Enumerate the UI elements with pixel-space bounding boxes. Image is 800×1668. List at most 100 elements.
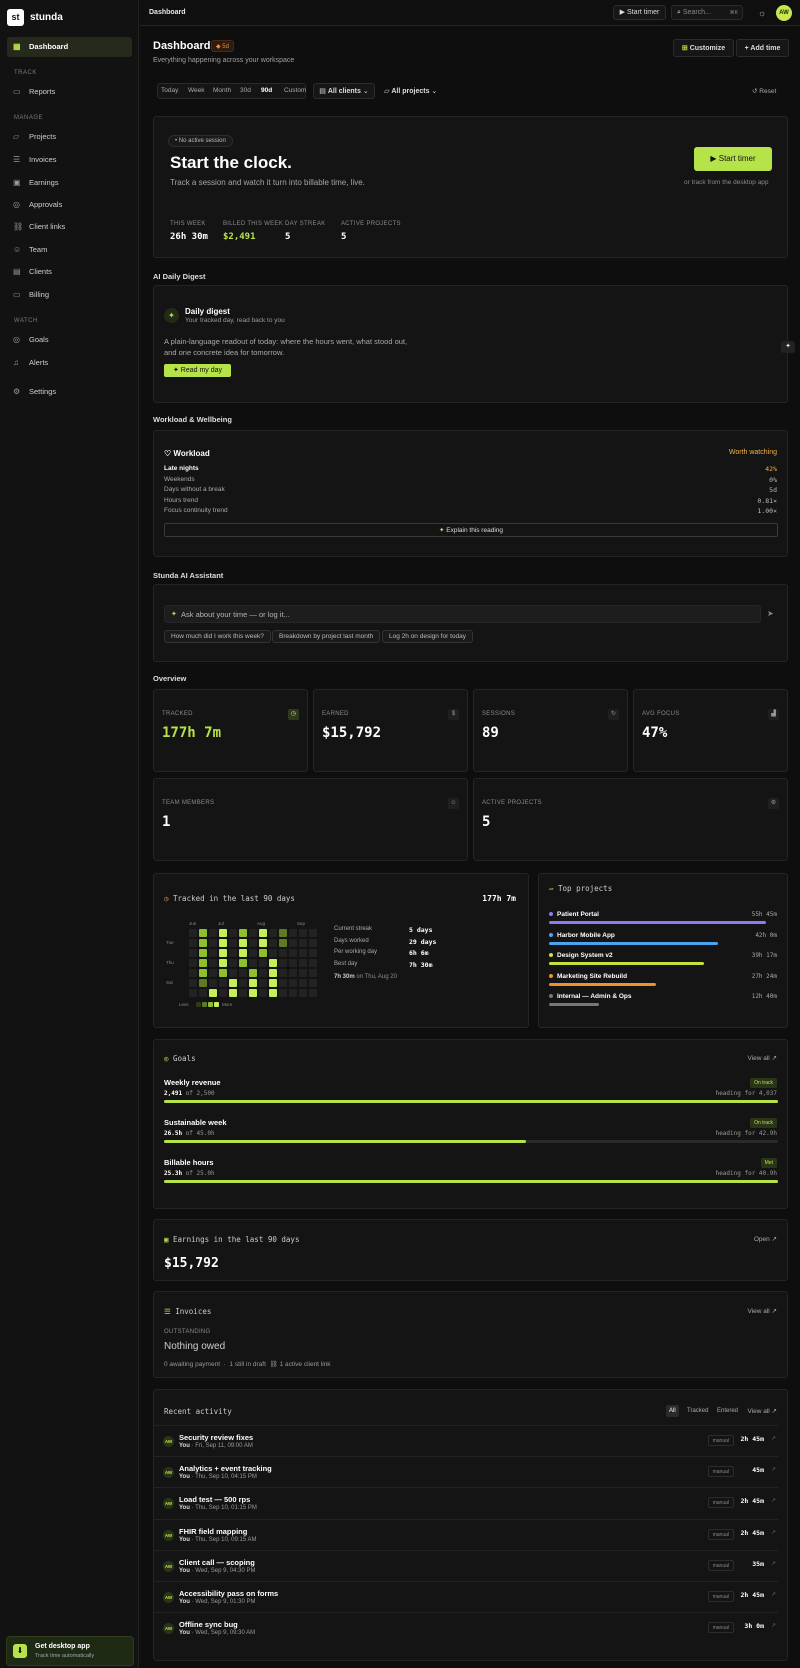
heatmap-cell[interactable] (279, 989, 287, 997)
heatmap-cell[interactable] (209, 959, 217, 967)
heatmap-cell[interactable] (229, 929, 237, 937)
sidebar-item-approvals[interactable]: ◎ Approvals (7, 195, 132, 215)
heatmap-cell[interactable] (309, 949, 317, 957)
heatmap-cell[interactable] (189, 979, 197, 987)
heatmap-cell[interactable] (209, 989, 217, 997)
arrow-icon[interactable]: ↗ (770, 1560, 776, 1567)
activity-row[interactable]: AW Analytics + event tracking You · Thu, S… (153, 1456, 778, 1487)
user-avatar[interactable]: AW (776, 5, 792, 21)
heatmap-cell[interactable] (229, 979, 237, 987)
topbar-start-timer-button[interactable]: ▶ Start timer (613, 5, 666, 20)
heatmap-cell[interactable] (239, 929, 247, 937)
heatmap-cell[interactable] (249, 989, 257, 997)
heatmap-cell[interactable] (279, 959, 287, 967)
heatmap-cell[interactable] (219, 949, 227, 957)
heatmap-cell[interactable] (269, 949, 277, 957)
heatmap-cell[interactable] (209, 979, 217, 987)
heatmap-cell[interactable] (289, 969, 297, 977)
sidebar-item-reports[interactable]: ▭ Reports (7, 82, 132, 102)
project-name[interactable]: Marketing Site Rebuild (557, 972, 628, 980)
activity-row[interactable]: AW Accessibility pass on forms You · Wed, … (153, 1581, 778, 1612)
sidebar-item-alerts[interactable]: ♫ Alerts (7, 353, 132, 373)
logo-mark[interactable]: st (7, 9, 24, 26)
heatmap-cell[interactable] (239, 959, 247, 967)
heatmap-cell[interactable] (279, 979, 287, 987)
earnings-open-link[interactable]: Open ↗ (753, 1236, 777, 1243)
heatmap-cell[interactable] (249, 979, 257, 987)
hero-start-timer-button[interactable]: ▶ Start timer (694, 147, 772, 171)
arrow-icon[interactable]: ↗ (770, 1623, 776, 1630)
heatmap-cell[interactable] (289, 979, 297, 987)
range-option-30d[interactable]: 30d (240, 87, 251, 94)
range-option-month[interactable]: Month (213, 87, 232, 94)
sidebar-item-settings[interactable]: ⚙ Settings (7, 382, 132, 402)
heatmap-cell[interactable] (199, 979, 207, 987)
heatmap-cell[interactable] (239, 949, 247, 957)
suggestion-chip[interactable]: Log 2h on design for today (382, 630, 473, 643)
activity-row[interactable]: AW Security review fixes You · Fri, Sep 11… (153, 1425, 778, 1456)
project-name[interactable]: Patient Portal (557, 911, 599, 918)
heatmap-cell[interactable] (299, 929, 307, 937)
heatmap-cell[interactable] (269, 939, 277, 947)
sidebar-item-billing[interactable]: ▭ Billing (7, 285, 132, 305)
heatmap-cell[interactable] (219, 989, 227, 997)
heatmap-cell[interactable] (199, 929, 207, 937)
range-option-custom[interactable]: Custom (284, 87, 307, 94)
heatmap-cell[interactable] (229, 989, 237, 997)
heatmap-cell[interactable] (219, 929, 227, 937)
heatmap-cell[interactable] (269, 969, 277, 977)
activity-tab-tracked[interactable]: Tracked (687, 1408, 709, 1414)
sidebar-item-team[interactable]: ☺ Team (7, 240, 132, 260)
sidebar-item-clients[interactable]: ▤ Clients (7, 262, 132, 282)
heatmap-cell[interactable] (239, 969, 247, 977)
heatmap-cell[interactable] (219, 969, 227, 977)
heatmap-cell[interactable] (239, 989, 247, 997)
heatmap-cell[interactable] (219, 959, 227, 967)
heatmap-cell[interactable] (269, 929, 277, 937)
heatmap-cell[interactable] (299, 949, 307, 957)
explain-reading-button[interactable]: ✦ Explain this reading (164, 523, 778, 537)
heatmap-cell[interactable] (259, 979, 267, 987)
heatmap-cell[interactable] (299, 989, 307, 997)
reset-filters-button[interactable]: ↺ Reset (752, 88, 777, 95)
activity-tab-entered[interactable]: Entered (717, 1408, 739, 1414)
heatmap-cell[interactable] (249, 969, 257, 977)
heatmap-cell[interactable] (199, 969, 207, 977)
activity-tab-all[interactable]: All (666, 1405, 679, 1417)
heatmap-cell[interactable] (279, 939, 287, 947)
heatmap-cell[interactable] (299, 939, 307, 947)
arrow-icon[interactable]: ↗ (770, 1467, 776, 1474)
arrow-icon[interactable]: ↗ (770, 1498, 776, 1505)
heatmap-cell[interactable] (309, 969, 317, 977)
heatmap-cell[interactable] (309, 979, 317, 987)
heatmap-cell[interactable] (269, 979, 277, 987)
heatmap-cell[interactable] (219, 939, 227, 947)
heatmap-cell[interactable] (259, 969, 267, 977)
arrow-icon[interactable]: ↗ (770, 1592, 776, 1598)
heatmap-cell[interactable] (249, 929, 257, 937)
activity-view-all-link[interactable]: View all ↗ (747, 1408, 777, 1415)
heatmap-cell[interactable] (279, 969, 287, 977)
heatmap-cell[interactable] (289, 929, 297, 937)
sidebar-item-client-links[interactable]: ⛓ Client links (7, 217, 132, 237)
heatmap-cell[interactable] (299, 959, 307, 967)
heatmap-cell[interactable] (209, 929, 217, 937)
assistant-input[interactable]: ✦ Ask about your time — or log it... (164, 605, 761, 623)
heatmap-cell[interactable] (259, 939, 267, 947)
heatmap-cell[interactable] (229, 959, 237, 967)
range-option-today[interactable]: Today (161, 87, 179, 94)
heatmap-cell[interactable] (229, 969, 237, 977)
goals-view-all-link[interactable]: View all ↗ (747, 1055, 777, 1062)
arrow-icon[interactable]: ↗ (770, 1529, 776, 1536)
activity-row[interactable]: AW Client call — scoping You · Wed, Sep 9,… (153, 1549, 778, 1581)
sidebar-item-earnings[interactable]: ▣ Earnings (7, 173, 132, 193)
range-option-week[interactable]: Week (188, 87, 205, 94)
project-name[interactable]: Internal — Admin & Ops (557, 993, 632, 1000)
heatmap-cell[interactable] (289, 989, 297, 997)
heatmap-cell[interactable] (199, 989, 207, 997)
send-icon[interactable]: ➤ (767, 609, 774, 618)
heatmap-cell[interactable] (289, 939, 297, 947)
heatmap-cell[interactable] (189, 949, 197, 957)
arrow-icon[interactable]: ↗ (770, 1436, 776, 1442)
projects-filter[interactable]: ▱ All projects ⌄ (384, 88, 438, 95)
